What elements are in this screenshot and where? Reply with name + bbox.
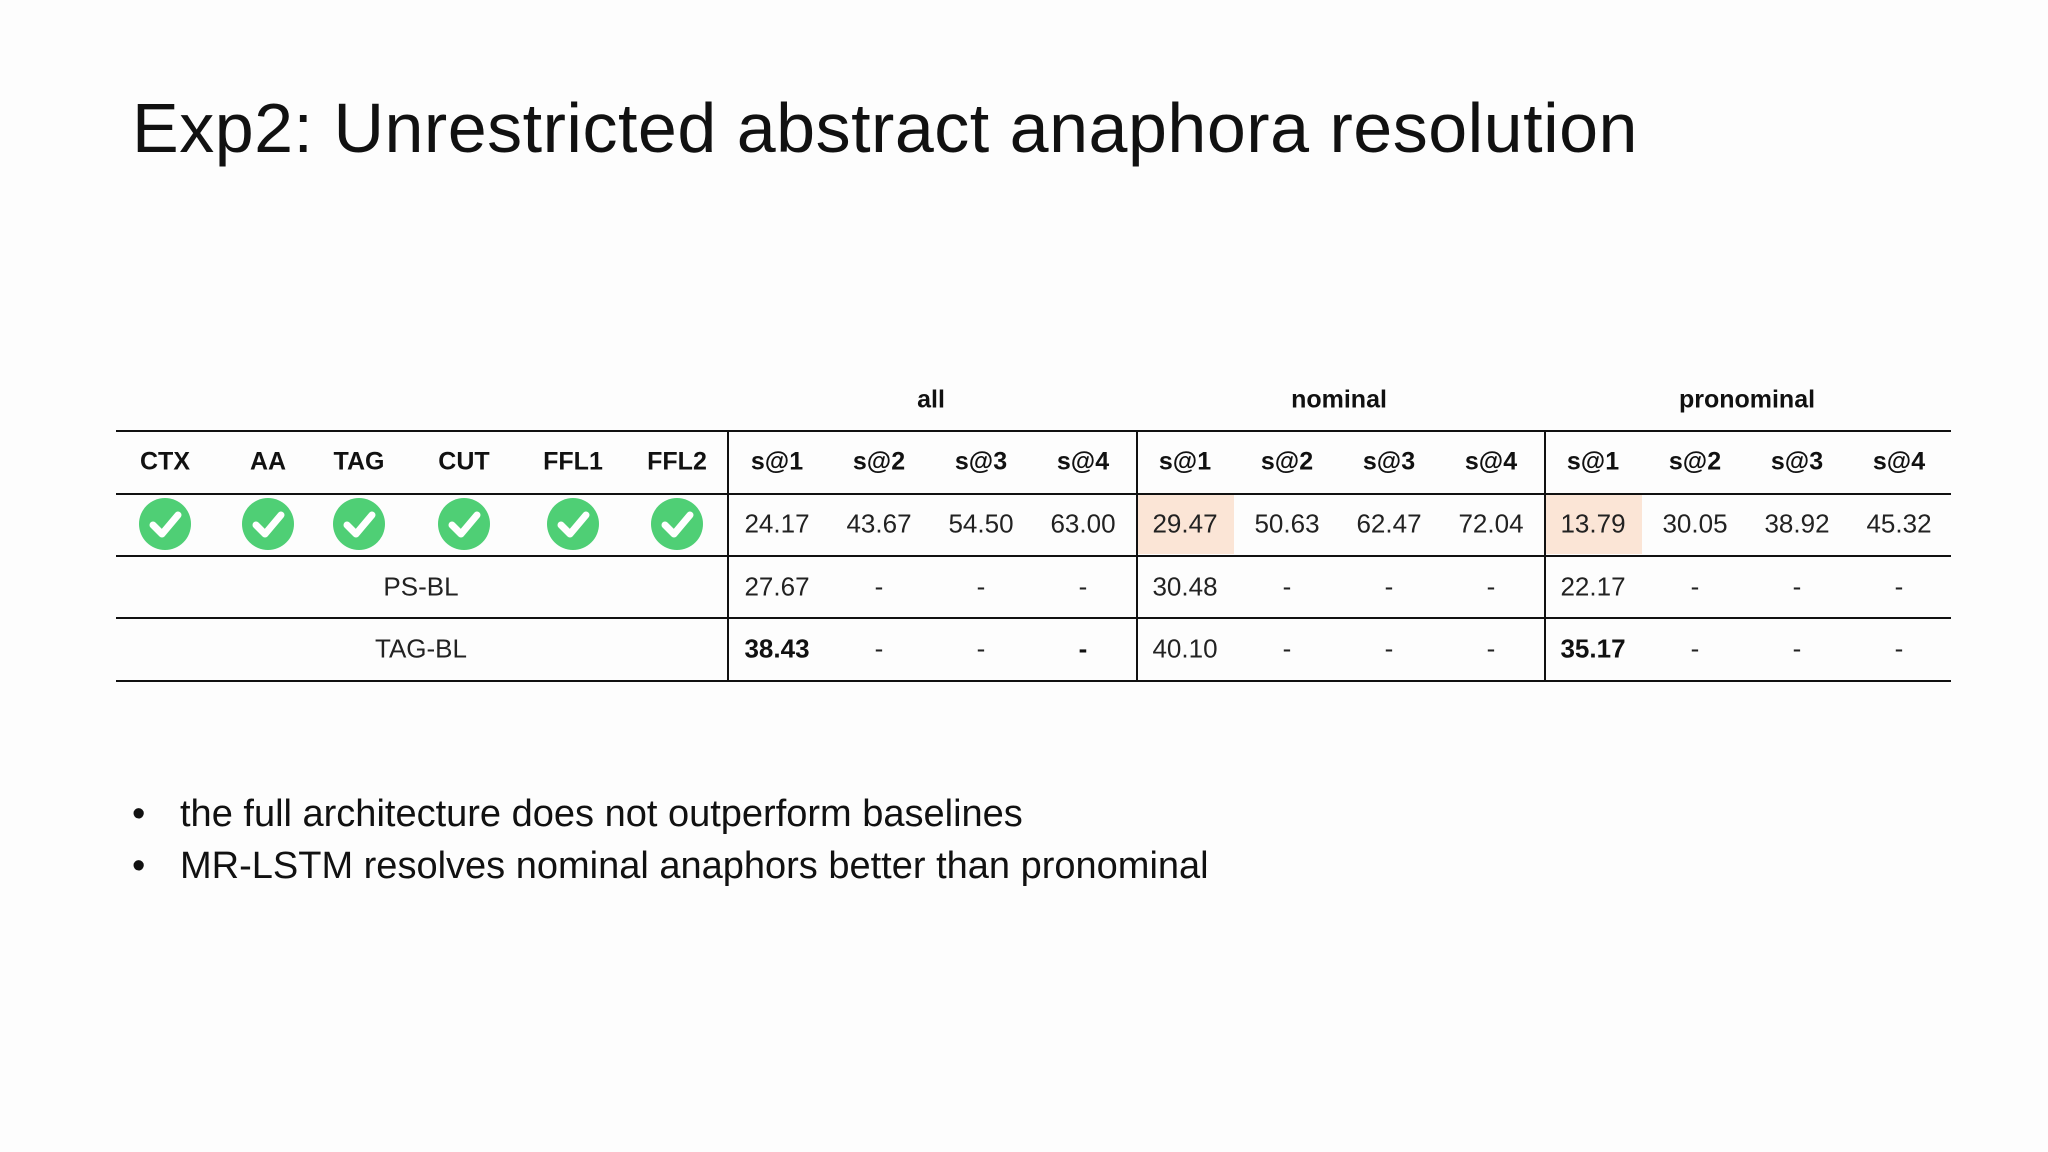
table-cell: - [1282, 571, 1292, 602]
table-cell: 29.47 [1152, 508, 1218, 539]
table-cell: 38.43 [744, 633, 810, 664]
check-circle-icon [651, 498, 703, 550]
table-cell: 35.17 [1560, 633, 1626, 664]
table-rule [116, 555, 1951, 557]
column-divider [1136, 430, 1138, 680]
table-rule [116, 680, 1951, 682]
feature-header-cut: CUT [438, 447, 490, 476]
table-cell: 62.47 [1356, 508, 1422, 539]
table-cell: 30.05 [1662, 508, 1728, 539]
table-cell: - [874, 571, 884, 602]
bullet-item: • the full architecture does not outperfo… [132, 788, 1209, 840]
table-cell: - [1690, 571, 1700, 602]
table-cell: 22.17 [1560, 571, 1626, 602]
table-cell: - [1792, 633, 1802, 664]
table-cell: 72.04 [1458, 508, 1524, 539]
highlight-cell [1136, 494, 1234, 554]
table-cell: 45.32 [1866, 508, 1932, 539]
metric-header: s@2 [1668, 447, 1722, 476]
table-cell: - [1384, 571, 1394, 602]
feature-header-aa: AA [249, 447, 287, 476]
metric-header: s@1 [1158, 447, 1212, 476]
metric-header: s@4 [1056, 447, 1110, 476]
check-circle-icon [333, 498, 385, 550]
table-cell: - [1894, 571, 1904, 602]
group-header-all: all [917, 385, 945, 414]
table-cell: 40.10 [1152, 633, 1218, 664]
column-divider [1544, 430, 1546, 680]
table-cell: 50.63 [1254, 508, 1320, 539]
metric-header: s@1 [750, 447, 804, 476]
metric-header: s@4 [1872, 447, 1926, 476]
feature-header-tag: TAG [333, 447, 385, 476]
table-rule [116, 493, 1951, 495]
table-cell: 43.67 [846, 508, 912, 539]
slide-title: Exp2: Unrestricted abstract anaphora res… [132, 89, 1638, 167]
table-cell: - [1078, 633, 1088, 664]
table-cell: - [1078, 571, 1088, 602]
table-cell: 13.79 [1560, 508, 1626, 539]
group-header-pronominal: pronominal [1678, 385, 1816, 414]
row-label: PS-BL [383, 571, 459, 602]
table-cell: 27.67 [744, 571, 810, 602]
metric-header: s@1 [1566, 447, 1620, 476]
table-cell: - [1894, 633, 1904, 664]
bullet-list: • the full architecture does not outperfo… [132, 788, 1209, 892]
table-rule [116, 617, 1951, 619]
bullet-text: MR-LSTM resolves nominal anaphors better… [180, 845, 1209, 887]
table-cell: 38.92 [1764, 508, 1830, 539]
check-circle-icon [139, 498, 191, 550]
check-circle-icon [547, 498, 599, 550]
table-cell: 24.17 [744, 508, 810, 539]
check-circle-icon [438, 498, 490, 550]
table-cell: - [1792, 571, 1802, 602]
table-cell: 54.50 [948, 508, 1014, 539]
feature-header-ctx: CTX [140, 447, 190, 476]
metric-header: s@3 [954, 447, 1008, 476]
table-cell: - [1486, 571, 1496, 602]
metric-header: s@3 [1362, 447, 1416, 476]
table-cell: - [874, 633, 884, 664]
table-rule [116, 430, 1951, 432]
highlight-cell [1544, 494, 1642, 554]
bullet-dot: • [132, 793, 146, 835]
metric-header: s@2 [852, 447, 906, 476]
group-header-nominal: nominal [1291, 385, 1387, 414]
bullet-dot: • [132, 845, 146, 887]
table-cell: 30.48 [1152, 571, 1218, 602]
table-cell: - [1486, 633, 1496, 664]
feature-header-ffl2: FFL2 [647, 447, 707, 476]
metric-header: s@3 [1770, 447, 1824, 476]
check-circle-icon [242, 498, 294, 550]
table-cell: - [976, 571, 986, 602]
feature-header-ffl1: FFL1 [543, 447, 603, 476]
row-label: TAG-BL [375, 633, 467, 664]
table-cell: - [1690, 633, 1700, 664]
metric-header: s@4 [1464, 447, 1518, 476]
bullet-item: • MR-LSTM resolves nominal anaphors bette… [132, 840, 1209, 892]
column-divider [727, 430, 729, 680]
bullet-text: the full architecture does not outperfor… [180, 793, 1023, 835]
table-cell: 63.00 [1050, 508, 1116, 539]
metric-header: s@2 [1260, 447, 1314, 476]
table-cell: - [1384, 633, 1394, 664]
table-cell: - [1282, 633, 1292, 664]
table-cell: - [976, 633, 986, 664]
